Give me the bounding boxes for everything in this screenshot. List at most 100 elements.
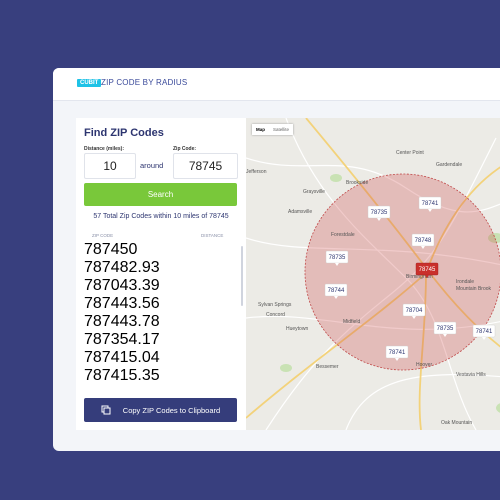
place-label: Graysville bbox=[303, 189, 325, 195]
zip-marker[interactable]: 78741 bbox=[418, 196, 442, 212]
header: CUBIT ZIP CODE BY RADIUS bbox=[53, 68, 500, 101]
copy-label: Copy ZIP Codes to Clipboard bbox=[122, 405, 221, 415]
zip-cell: 78735 bbox=[84, 331, 129, 348]
toggle-map[interactable]: Map bbox=[256, 127, 265, 132]
place-label: Hueytown bbox=[286, 326, 308, 332]
distance-cell: 3.39 bbox=[128, 277, 160, 294]
map[interactable]: Gardendale Center Point Brookside Graysvill… bbox=[246, 118, 500, 430]
zip-cell: 78745 bbox=[84, 241, 129, 258]
table-row[interactable]: 787415.04 bbox=[84, 349, 241, 367]
table-row[interactable]: 787415.35 bbox=[84, 367, 241, 385]
zip-marker[interactable]: 78741 bbox=[385, 345, 409, 361]
zip-cell: 78741 bbox=[84, 349, 129, 366]
zip-marker[interactable]: 78704 bbox=[402, 303, 426, 319]
table-row[interactable]: 787443.78 bbox=[84, 313, 241, 331]
marker-pointer bbox=[428, 209, 432, 212]
distance-cell: 2.93 bbox=[128, 259, 160, 276]
distance-label: Distance (miles): bbox=[84, 146, 125, 152]
marker-label: 78748 bbox=[415, 238, 432, 244]
place-label: Hoover bbox=[416, 362, 432, 368]
results-table: 787450 787482.93 787043.39 787443.56 787443.… bbox=[84, 241, 241, 388]
table-row[interactable]: 787043.39 bbox=[84, 277, 241, 295]
marker-pointer bbox=[377, 218, 381, 221]
column-header: ZIP CODE bbox=[92, 233, 114, 238]
distance-cell: 5.35 bbox=[128, 367, 160, 384]
zip-marker[interactable]: 78735 bbox=[325, 250, 349, 266]
place-label: Gardendale bbox=[436, 162, 462, 168]
radius-circle bbox=[304, 173, 500, 371]
zip-marker[interactable]: 78748 bbox=[411, 233, 435, 249]
distance-cell: 3.78 bbox=[128, 313, 160, 330]
marker-label: 78741 bbox=[422, 201, 439, 207]
marker-label: 78741 bbox=[476, 329, 493, 335]
zip-marker[interactable]: 78744 bbox=[324, 283, 348, 299]
marker-pointer bbox=[425, 275, 429, 278]
distance-cell: 0 bbox=[128, 241, 138, 258]
place-label: Oak Mountain bbox=[441, 420, 472, 426]
app-title: ZIP CODE BY RADIUS bbox=[101, 78, 188, 87]
zip-label: Zip Code: bbox=[173, 146, 197, 152]
zip-marker[interactable]: 78741 bbox=[472, 324, 496, 340]
distance-cell: 3.56 bbox=[128, 295, 160, 312]
place-label: Forestdale bbox=[331, 232, 355, 238]
marker-label: 78704 bbox=[406, 308, 423, 314]
marker-label: 78735 bbox=[371, 210, 388, 216]
place-label: Birmingham bbox=[406, 274, 433, 280]
zip-cell: 78741 bbox=[84, 367, 129, 384]
copy-icon bbox=[101, 405, 111, 415]
scrollbar[interactable] bbox=[241, 246, 243, 306]
marker-pointer bbox=[395, 358, 399, 361]
place-label: Sylvan Springs bbox=[258, 302, 292, 308]
parks bbox=[280, 174, 500, 413]
zip-cell: 78748 bbox=[84, 259, 129, 276]
panel-title: Find ZIP Codes bbox=[84, 127, 164, 139]
place-labels: Gardendale Center Point Brookside Graysvill… bbox=[246, 150, 492, 426]
map-type-toggle: Map Satellite bbox=[252, 124, 294, 135]
marker-label: 78735 bbox=[329, 255, 346, 261]
place-label: Mountain Brook bbox=[456, 286, 492, 292]
toggle-satellite[interactable]: Satellite bbox=[273, 127, 290, 132]
marker-pointer bbox=[421, 246, 425, 249]
table-row[interactable]: 787443.56 bbox=[84, 295, 241, 313]
place-label: Center Point bbox=[396, 150, 424, 156]
marker-label: 78735 bbox=[437, 326, 454, 332]
distance-cell: 4.17 bbox=[128, 331, 160, 348]
marker-pointer bbox=[443, 334, 447, 337]
table-row[interactable]: 787482.93 bbox=[84, 259, 241, 277]
marker-label: 78744 bbox=[328, 288, 345, 294]
marker-pointer bbox=[482, 337, 486, 340]
search-panel: Find ZIP Codes Distance (miles): Zip Cod… bbox=[76, 118, 246, 430]
distance-cell: 5.04 bbox=[128, 349, 160, 366]
place-label: Jefferson bbox=[246, 169, 267, 175]
zip-marker[interactable]: 78735 bbox=[367, 205, 391, 221]
place-label: Vestavia Hills bbox=[456, 372, 486, 378]
place-label: Concord bbox=[266, 312, 285, 318]
table-row[interactable]: 787354.17 bbox=[84, 331, 241, 349]
search-button[interactable]: Search bbox=[84, 183, 237, 206]
zip-cell: 78744 bbox=[84, 295, 129, 312]
marker-label: 78745 bbox=[419, 267, 436, 273]
zip-cell: 78704 bbox=[84, 277, 129, 294]
app-card: CUBIT ZIP CODE BY RADIUS Find ZIP Codes … bbox=[53, 68, 500, 451]
roads bbox=[246, 118, 500, 430]
copy-button[interactable]: Copy ZIP Codes to Clipboard bbox=[84, 398, 237, 422]
table-row[interactable]: 787450 bbox=[84, 241, 241, 259]
logo-badge: CUBIT bbox=[77, 79, 102, 87]
marker-pointer bbox=[412, 316, 416, 319]
place-label: Brookside bbox=[346, 180, 368, 186]
zip-marker[interactable]: 78745 bbox=[415, 262, 439, 278]
marker-pointer bbox=[335, 263, 339, 266]
around-text: around bbox=[140, 161, 164, 170]
place-label: Adamsville bbox=[288, 209, 312, 215]
place-label: Bessemer bbox=[316, 364, 339, 370]
zip-input[interactable]: 78745 bbox=[173, 153, 238, 179]
distance-input[interactable]: 10 bbox=[84, 153, 136, 179]
marker-label: 78741 bbox=[389, 350, 406, 356]
map-canvas: Gardendale Center Point Brookside Graysvill… bbox=[246, 118, 500, 430]
column-header: DISTANCE bbox=[201, 233, 224, 238]
marker-pointer bbox=[334, 296, 338, 299]
place-label: Irondale bbox=[456, 279, 474, 285]
zip-marker[interactable]: 78735 bbox=[433, 321, 457, 337]
summary-text: 57 Total Zip Codes within 10 miles of 78… bbox=[93, 213, 229, 220]
